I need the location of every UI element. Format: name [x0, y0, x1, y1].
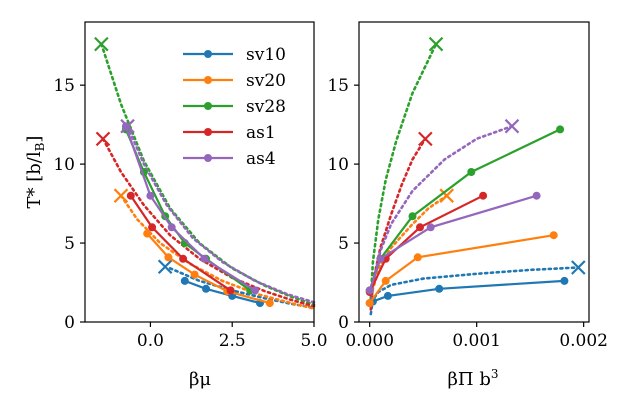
right-xtick-label-2: 0.002 — [559, 331, 608, 351]
right-cross-sv28 — [430, 38, 443, 51]
right-cross-as4 — [505, 120, 518, 133]
left-point-sv20-1 — [164, 253, 172, 261]
right-line-sv28 — [370, 129, 560, 290]
left-theory-as4 — [128, 126, 315, 302]
left-point-sv20-4 — [266, 299, 274, 307]
left-point-as1-0 — [127, 192, 135, 200]
right-point-sv28-3 — [467, 168, 475, 176]
left-ytick-label-0: 0 — [64, 313, 75, 333]
right-ytick-label-2: 10 — [327, 155, 349, 175]
left-point-sv20-0 — [143, 230, 151, 238]
legend-label-as1: as1 — [246, 123, 276, 143]
legend-item-sv28: sv28 — [183, 97, 286, 117]
legend-marker-sv10 — [204, 50, 212, 58]
left-point-sv10-1 — [202, 285, 210, 293]
left-x-axis-label: βμ — [189, 369, 211, 390]
left-xtick-label-1: 2.5 — [219, 331, 246, 351]
legend: sv10 sv20 sv28 as1 as4 — [183, 45, 286, 169]
right-point-sv20-3 — [550, 231, 558, 239]
right-panel: 0.000 0.001 0.002 0 5 10 15 βΠ b3 — [327, 22, 608, 390]
right-point-sv20-1 — [382, 277, 390, 285]
right-point-sv10-3 — [435, 285, 443, 293]
right-theory-sv10 — [371, 268, 579, 315]
left-point-as4-1 — [146, 192, 154, 200]
legend-item-sv20: sv20 — [183, 71, 286, 91]
legend-marker-as4 — [204, 154, 212, 162]
left-panel: 0.0 2.5 5.0 0 5 10 15 βμ T* [b/lB] sv10 sv20 sv2… — [24, 22, 328, 390]
left-xtick-label-2: 5.0 — [300, 331, 327, 351]
left-point-as1-3 — [227, 286, 235, 294]
left-cross-sv20 — [114, 189, 127, 202]
figure: 0.0 2.5 5.0 0 5 10 15 βμ T* [b/lB] sv10 sv20 sv2… — [0, 0, 623, 407]
right-ytick-label-0: 0 — [338, 313, 349, 333]
left-xtick-label-0: 0.0 — [137, 331, 164, 351]
legend-label-sv10: sv10 — [246, 45, 286, 65]
legend-item-as4: as4 — [183, 149, 276, 169]
right-cross-as1 — [419, 132, 432, 145]
right-point-as4-3 — [533, 192, 541, 200]
right-point-sv10-4 — [560, 277, 568, 285]
legend-label-as4: as4 — [246, 149, 276, 169]
left-point-as1-1 — [148, 223, 156, 231]
right-ytick-label-3: 15 — [327, 76, 349, 96]
right-point-as4-1 — [376, 255, 384, 263]
right-point-as4-2 — [427, 223, 435, 231]
legend-marker-as1 — [204, 128, 212, 136]
left-point-sv20-2 — [191, 271, 199, 279]
left-cross-sv28 — [95, 38, 108, 51]
left-point-as4-2 — [168, 223, 176, 231]
right-point-sv20-0 — [366, 299, 374, 307]
left-y-axis-label: T* [b/lB] — [24, 136, 47, 209]
left-line-as1 — [131, 196, 231, 291]
right-point-as1-2 — [416, 223, 424, 231]
right-point-as1-3 — [479, 192, 487, 200]
left-cross-as1 — [96, 132, 109, 145]
left-point-as1-2 — [179, 255, 187, 263]
right-xtick-label-1: 0.001 — [452, 331, 501, 351]
left-ytick-label-1: 5 — [64, 234, 75, 254]
legend-item-sv10: sv10 — [183, 45, 286, 65]
right-theory-sv20 — [371, 196, 447, 308]
right-point-sv28-2 — [409, 212, 417, 220]
right-point-sv20-2 — [414, 253, 422, 261]
right-point-sv28-4 — [556, 125, 564, 133]
left-cross-sv10 — [159, 260, 172, 273]
legend-label-sv20: sv20 — [246, 71, 286, 91]
right-x-axis-label: βΠ b3 — [448, 367, 499, 390]
left-point-as4-3 — [200, 255, 208, 263]
legend-marker-sv20 — [204, 76, 212, 84]
left-ytick-label-3: 15 — [53, 76, 75, 96]
right-xtick-label-0: 0.000 — [345, 331, 394, 351]
left-point-as4-4 — [251, 286, 259, 294]
right-point-as4-0 — [366, 286, 374, 294]
right-point-sv10-2 — [384, 292, 392, 300]
legend-marker-sv28 — [204, 102, 212, 110]
left-point-sv10-0 — [181, 277, 189, 285]
right-ytick-label-1: 5 — [338, 234, 349, 254]
legend-label-sv28: sv28 — [246, 97, 286, 117]
legend-item-as1: as1 — [183, 123, 276, 143]
left-ytick-label-2: 10 — [53, 155, 75, 175]
